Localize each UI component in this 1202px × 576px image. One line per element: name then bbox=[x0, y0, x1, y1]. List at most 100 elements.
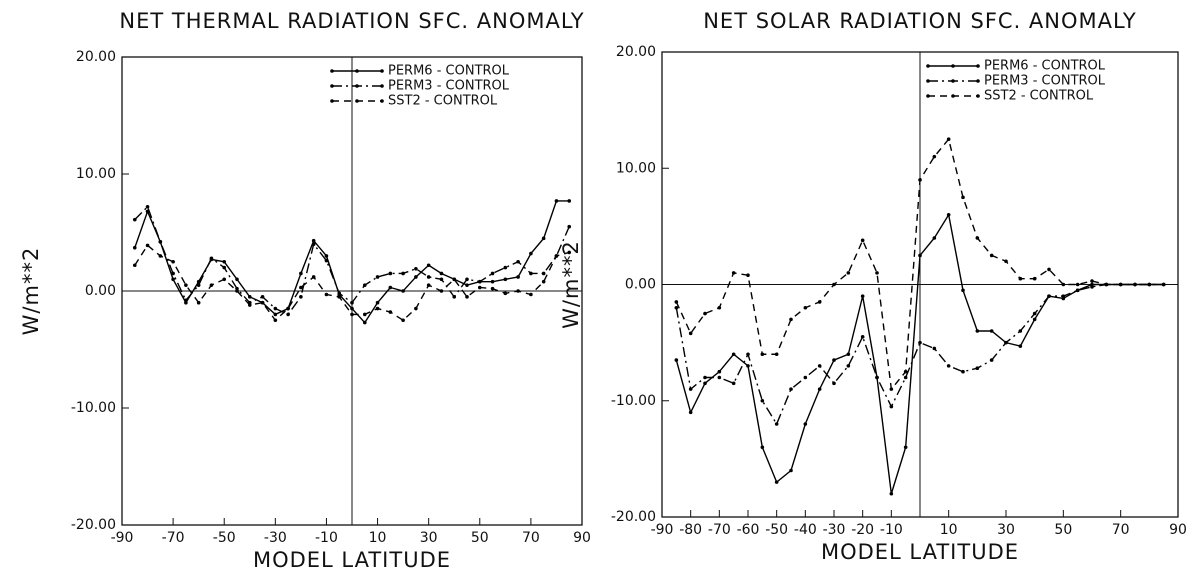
data-point bbox=[516, 259, 520, 264]
legend-label: PERM6 - CONTROL bbox=[388, 64, 510, 79]
data-point bbox=[889, 491, 894, 496]
data-point bbox=[731, 381, 736, 386]
data-point bbox=[324, 258, 329, 263]
data-point bbox=[286, 306, 290, 311]
data-point bbox=[247, 295, 252, 299]
legend-marker bbox=[330, 69, 334, 73]
data-point bbox=[132, 245, 137, 250]
data-point bbox=[452, 295, 457, 299]
data-point bbox=[414, 275, 418, 279]
data-point bbox=[989, 358, 994, 362]
data-point bbox=[158, 254, 163, 258]
x-tick-label: 70 bbox=[1112, 522, 1130, 538]
data-point bbox=[817, 364, 822, 368]
y-tick-label: -10.00 bbox=[71, 400, 116, 416]
data-point bbox=[260, 300, 265, 305]
data-point bbox=[426, 275, 431, 279]
data-point bbox=[145, 243, 150, 248]
y-tick-label: -10.00 bbox=[611, 393, 656, 409]
data-point bbox=[465, 283, 469, 287]
data-point bbox=[260, 295, 265, 299]
data-point bbox=[324, 254, 329, 258]
data-point bbox=[932, 154, 937, 159]
data-point bbox=[932, 236, 937, 240]
data-point bbox=[171, 277, 175, 282]
data-point bbox=[388, 310, 393, 314]
data-point bbox=[860, 238, 865, 243]
data-point bbox=[832, 282, 836, 287]
data-point bbox=[803, 375, 808, 380]
data-point bbox=[1061, 294, 1066, 298]
legend-label: PERM3 - CONTROL bbox=[984, 74, 1106, 89]
legend-marker bbox=[355, 69, 359, 73]
x-tick-label: -20 bbox=[851, 522, 874, 538]
y-tick-label: -20.00 bbox=[611, 509, 656, 525]
legend-marker bbox=[976, 94, 980, 98]
data-point bbox=[918, 178, 922, 182]
data-point bbox=[414, 306, 418, 311]
x-tick-label: -30 bbox=[823, 522, 846, 538]
data-point bbox=[132, 263, 137, 268]
data-point bbox=[1061, 282, 1066, 287]
data-point bbox=[171, 271, 175, 276]
x-tick-label: -70 bbox=[162, 530, 185, 546]
data-point bbox=[375, 275, 380, 279]
data-point bbox=[439, 271, 444, 276]
y-tick-label: 0.00 bbox=[625, 277, 656, 293]
legend-marker bbox=[976, 79, 980, 83]
legend-marker bbox=[951, 64, 955, 68]
data-point bbox=[717, 375, 722, 380]
data-point bbox=[803, 305, 808, 310]
data-point bbox=[860, 335, 865, 339]
data-point bbox=[490, 271, 495, 276]
series-line bbox=[675, 283, 1164, 426]
data-point bbox=[350, 306, 354, 311]
legend-marker bbox=[976, 64, 980, 68]
data-point bbox=[746, 273, 750, 278]
data-point bbox=[567, 224, 572, 229]
data-point bbox=[774, 480, 779, 484]
x-axis-label: MODEL LATITUDE bbox=[253, 548, 451, 572]
legend-label: SST2 - CONTROL bbox=[984, 89, 1094, 104]
data-point bbox=[311, 275, 316, 279]
data-point bbox=[803, 422, 808, 426]
x-tick-label: -50 bbox=[213, 530, 236, 546]
data-point bbox=[875, 375, 879, 380]
data-point bbox=[362, 320, 367, 325]
x-tick-label: -30 bbox=[264, 530, 287, 546]
legend-marker bbox=[380, 84, 384, 88]
data-point bbox=[961, 288, 965, 293]
legend-marker bbox=[951, 94, 955, 98]
data-point bbox=[414, 266, 418, 271]
data-point bbox=[961, 195, 965, 200]
data-point bbox=[477, 285, 482, 290]
x-tick-label: 90 bbox=[1169, 522, 1187, 538]
data-point bbox=[196, 283, 201, 287]
legend-label: PERM6 - CONTROL bbox=[984, 59, 1106, 74]
data-point bbox=[490, 279, 495, 284]
data-point bbox=[529, 271, 533, 276]
data-point bbox=[789, 317, 793, 322]
x-tick-label: -60 bbox=[737, 522, 760, 538]
y-tick-label: 0.00 bbox=[85, 283, 116, 299]
data-point bbox=[375, 306, 380, 311]
x-tick-label: 50 bbox=[1054, 522, 1072, 538]
data-point bbox=[918, 253, 922, 258]
data-point bbox=[196, 300, 201, 305]
data-point bbox=[541, 236, 546, 241]
data-point bbox=[222, 265, 227, 270]
data-point bbox=[477, 279, 482, 284]
data-point bbox=[731, 271, 736, 275]
data-point bbox=[273, 312, 278, 317]
data-point bbox=[875, 271, 879, 275]
data-point bbox=[337, 291, 342, 296]
data-point bbox=[674, 358, 679, 362]
data-point bbox=[1004, 340, 1008, 345]
data-point bbox=[1004, 259, 1008, 264]
data-point bbox=[132, 217, 137, 222]
data-point bbox=[774, 422, 779, 426]
data-point bbox=[426, 283, 431, 287]
data-point bbox=[1147, 282, 1152, 287]
data-point bbox=[503, 265, 508, 270]
